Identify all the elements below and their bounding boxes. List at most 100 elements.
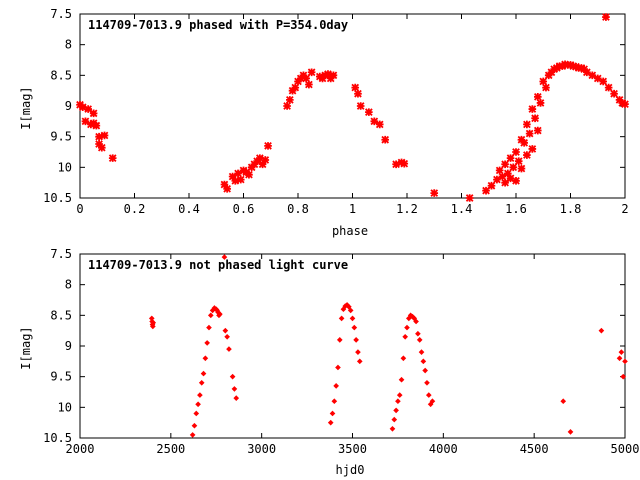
- x-tick-label: 1.4: [451, 202, 473, 216]
- data-point: [498, 172, 507, 181]
- data-points: [148, 254, 628, 438]
- data-point: [392, 160, 400, 169]
- data-point: [550, 65, 558, 74]
- data-point: [202, 355, 209, 362]
- data-point: [618, 99, 627, 107]
- data-point: [226, 346, 232, 352]
- x-tick-label: 3000: [247, 442, 276, 456]
- data-point: [567, 429, 574, 435]
- data-point: [204, 340, 210, 346]
- x-axis-label: phase: [332, 224, 368, 238]
- data-point: [347, 307, 354, 314]
- data-point: [224, 333, 230, 340]
- y-tick-label: 9.5: [50, 370, 72, 384]
- y-tick-label: 10.5: [43, 191, 72, 205]
- x-tick-label: 1.8: [560, 202, 582, 216]
- x-tick-label: 2: [621, 202, 628, 216]
- data-point: [389, 425, 396, 432]
- y-tick-label: 7.5: [50, 247, 72, 261]
- data-point: [533, 126, 542, 135]
- data-point: [331, 398, 338, 405]
- chart-title: 114709-7013.9 phased with P=354.0day: [88, 18, 348, 32]
- data-point: [351, 324, 358, 331]
- data-point: [620, 373, 627, 380]
- data-point: [207, 312, 214, 319]
- data-point: [283, 102, 291, 110]
- data-point: [351, 83, 360, 92]
- y-tick-label: 9: [65, 339, 72, 353]
- data-point: [577, 64, 586, 72]
- data-point: [95, 132, 103, 141]
- data-point: [338, 315, 345, 322]
- data-point: [197, 392, 203, 398]
- data-point: [415, 330, 421, 337]
- phased-light-curve-panel: 114709-7013.9 phased with P=354.0day pha…: [19, 7, 629, 238]
- x-tick-label: 4500: [520, 442, 549, 456]
- data-point: [404, 324, 410, 331]
- raw-light-curve-panel: 114709-7013.9 not phased light curve hjd…: [19, 247, 639, 477]
- y-tick-label: 10: [58, 400, 72, 414]
- data-point: [413, 318, 419, 325]
- data-point: [189, 432, 196, 438]
- data-point: [355, 349, 361, 355]
- data-point: [285, 96, 294, 104]
- data-point: [108, 154, 117, 162]
- data-point: [495, 166, 504, 175]
- data-point: [398, 376, 405, 383]
- data-point: [533, 92, 542, 101]
- data-point: [264, 142, 272, 150]
- data-point: [336, 337, 343, 343]
- data-point: [329, 71, 338, 80]
- data-point: [482, 186, 490, 195]
- data-point: [512, 176, 520, 185]
- data-point: [356, 102, 365, 110]
- data-point: [396, 392, 403, 398]
- x-tick-label: 0.8: [287, 202, 309, 216]
- data-point: [528, 145, 537, 153]
- data-point: [514, 157, 523, 166]
- data-point: [365, 108, 373, 116]
- data-point: [231, 176, 240, 185]
- data-point: [400, 159, 409, 168]
- data-point: [353, 337, 359, 343]
- data-point: [97, 143, 106, 152]
- data-point: [327, 419, 334, 426]
- data-point: [393, 407, 399, 414]
- data-point: [621, 100, 629, 108]
- y-tick-label: 8: [65, 38, 72, 52]
- data-point: [525, 129, 534, 138]
- x-tick-label: 5000: [611, 442, 640, 456]
- data-point: [616, 355, 623, 362]
- y-tick-label: 10.5: [43, 431, 72, 445]
- data-point: [512, 148, 520, 156]
- data-point: [229, 373, 236, 380]
- data-point: [424, 379, 430, 386]
- data-point: [465, 194, 474, 202]
- data-point: [228, 172, 237, 181]
- data-point: [195, 401, 201, 408]
- data-point: [222, 327, 229, 334]
- data-point: [221, 254, 228, 260]
- y-tick-label: 10: [58, 160, 72, 174]
- x-tick-label: 1.6: [505, 202, 527, 216]
- data-point: [572, 62, 580, 71]
- data-point: [234, 169, 242, 178]
- data-point: [354, 89, 362, 98]
- data-point: [536, 99, 545, 107]
- data-point: [217, 311, 223, 317]
- data-point: [503, 169, 512, 178]
- data-point: [520, 138, 529, 147]
- data-point: [302, 74, 311, 83]
- data-point: [397, 158, 406, 167]
- data-point: [531, 114, 539, 123]
- data-point: [618, 349, 625, 355]
- data-point: [622, 358, 628, 365]
- x-axis-label: hjd0: [336, 463, 365, 477]
- data-point: [493, 175, 501, 184]
- data-point: [220, 180, 229, 189]
- data-point: [422, 367, 428, 374]
- data-point: [509, 163, 518, 172]
- data-point: [100, 131, 109, 140]
- y-tick-label: 9: [65, 99, 72, 113]
- data-point: [430, 189, 439, 197]
